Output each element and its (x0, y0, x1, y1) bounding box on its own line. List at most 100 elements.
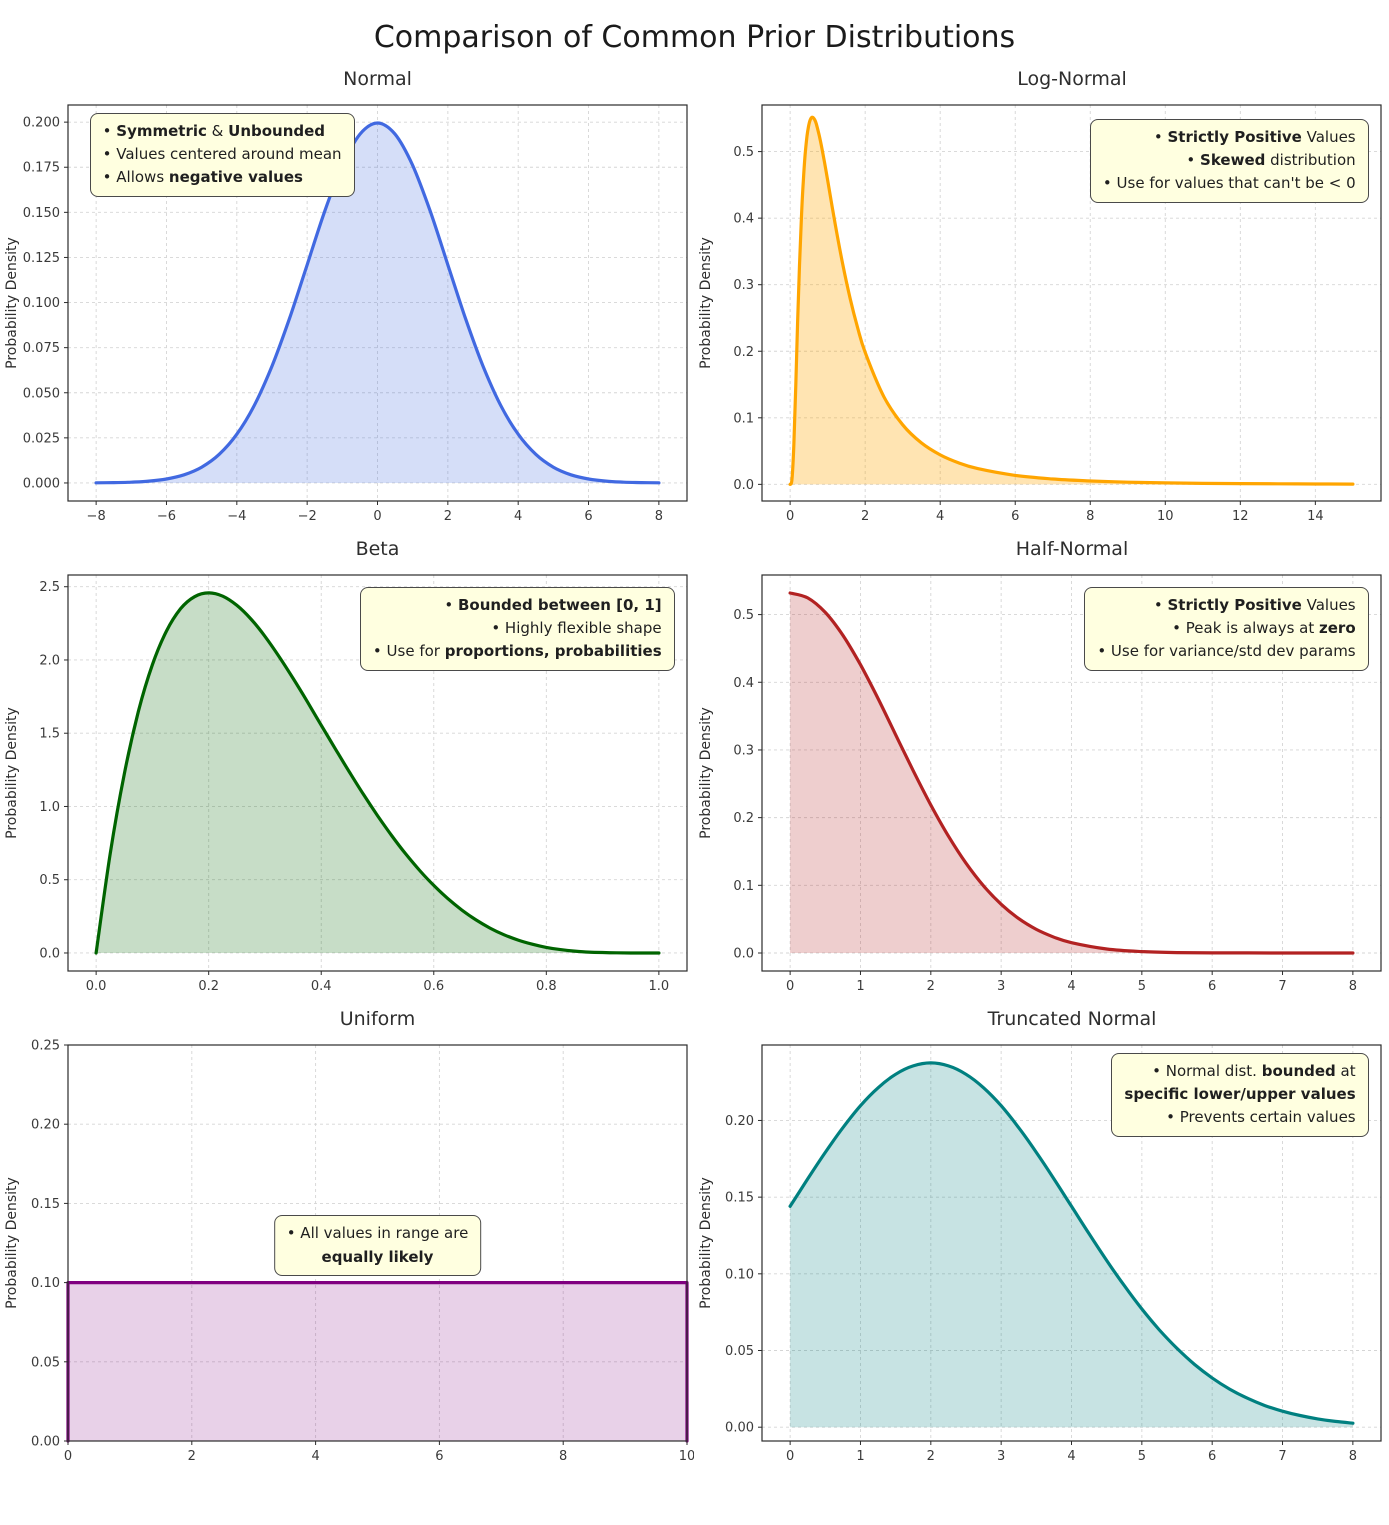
annotation-line: • Symmetric & Unbounded (102, 121, 326, 140)
y-tick-label: 0.05 (31, 1355, 60, 1370)
density-curve (94, 591, 661, 955)
y-tick-label: 0.000 (23, 476, 60, 491)
y-tick-label: 0.00 (725, 1421, 754, 1436)
x-tick-label: 4 (936, 509, 944, 524)
annotation-line: • Use for variance/std dev params (1097, 642, 1356, 661)
x-tick-label: 0 (373, 509, 381, 524)
y-tick-label: 0.20 (725, 1114, 754, 1129)
x-tick-label: 5 (1138, 979, 1146, 994)
y-tick-label: 0.025 (23, 431, 60, 446)
density-fill (68, 1282, 687, 1441)
chart-title: Half-Normal (1015, 538, 1129, 560)
density-fill (96, 592, 659, 953)
annotation-line: • Bounded between [0, 1] (444, 595, 662, 614)
x-tick-label: 0.0 (86, 979, 107, 994)
plot-wrap: −8 −6 −4 −2 0 2 4 6 8 0.000 0.025 0.050 0.075 0.100 0.… (0, 93, 694, 533)
plot-canvas: −8 −6 −4 −2 0 2 4 6 8 0.000 0.025 0.050 0.075 0.100 0.… (4, 104, 688, 524)
plot-wrap: 0.0 0.2 0.4 0.6 0.8 1.0 0.0 0.5 1.0 1.5 2.0 2.5 Pro… (0, 563, 694, 1003)
x-tick-label: 1 (856, 979, 864, 994)
y-tick-label: 0.10 (725, 1267, 754, 1282)
annotation-line: • Allows negative values (102, 168, 303, 187)
x-tick-label: 3 (997, 979, 1005, 994)
y-tick-label: 0.1 (733, 879, 754, 894)
y-axis-label: Probability Density (4, 707, 20, 839)
chart-title: Beta (355, 538, 400, 560)
chart-panel-half-normal: Half-Normal 0 1 2 3 4 5 6 7 8 0.0 0.1 0.2 0.3 0.4 0.5 … (694, 535, 1389, 1005)
density-fill (96, 123, 659, 483)
y-tick-label: 0.20 (31, 1118, 60, 1133)
annotation-line: • Values centered around mean (102, 145, 342, 164)
x-tick-label: 6 (1208, 979, 1216, 994)
axes-frame (761, 104, 1382, 502)
plot-layers: 0 2 4 6 8 10 12 14 0.0 0.1 0.2 0.3 0.4 0.5 (733, 104, 1382, 524)
density-fill (790, 1062, 1353, 1428)
chart-panel-truncated-normal: Truncated Normal 0 1 2 3 4 5 6 7 8 0.00 0.05 0.10 0.… (694, 1005, 1389, 1475)
chart-panel-uniform: Uniform 0 2 4 6 8 10 0.00 0.05 0.10 0.15 0.20 0.25 … (0, 1005, 694, 1475)
y-tick-label: 0.2 (733, 345, 754, 360)
annotation-line: • Normal dist. bounded at (1152, 1061, 1356, 1080)
plot-canvas: 0 1 2 3 4 5 6 7 8 0.0 0.1 0.2 0.3 0.4 0.5 Probability … (698, 574, 1382, 994)
x-tick-label: 4 (311, 1449, 319, 1464)
x-tick-label: −4 (227, 509, 246, 524)
y-tick-label: 0.125 (23, 251, 60, 266)
density-curve (788, 1061, 1355, 1425)
annotation-box: • Strictly Positive Values • Peak is alwa… (1084, 586, 1369, 671)
chart-title: Truncated Normal (987, 1008, 1157, 1030)
axes-frame (67, 1044, 688, 1442)
plot-layers: 0.0 0.2 0.4 0.6 0.8 1.0 0.0 0.5 1.0 1.5 2.0 2.5 (39, 574, 688, 994)
y-tick-label: 0.150 (23, 206, 60, 221)
y-axis-label: Probability Density (4, 237, 20, 369)
y-tick-label: 0.100 (23, 296, 60, 311)
plot-canvas: 0 2 4 6 8 10 0.00 0.05 0.10 0.15 0.20 0.25 Probabil… (4, 1039, 694, 1465)
y-tick-label: 0.10 (31, 1276, 60, 1291)
page-title: Comparison of Common Prior Distributions (373, 20, 1016, 55)
y-tick-label: 0.0 (733, 478, 754, 493)
annotation-line: • Highly flexible shape (491, 619, 662, 638)
x-tick-label: 6 (1208, 1449, 1216, 1464)
x-tick-label: 5 (1138, 1449, 1146, 1464)
x-tick-label: 4 (1067, 1449, 1075, 1464)
annotation-line: • Prevents certain values (1166, 1108, 1356, 1127)
y-tick-label: 0.5 (733, 145, 754, 160)
x-tick-label: 8 (559, 1449, 567, 1464)
density-curve (94, 121, 661, 485)
y-tick-label: 0.075 (23, 341, 60, 356)
x-tick-label: −2 (298, 509, 317, 524)
x-tick-label: 7 (1278, 1449, 1286, 1464)
x-tick-label: 0.6 (423, 979, 444, 994)
annotation-line: • Skewed distribution (1186, 151, 1356, 170)
x-tick-label: 2 (861, 509, 869, 524)
annotation-line: equally likely (321, 1247, 434, 1266)
y-tick-label: 0.5 (39, 873, 60, 888)
x-tick-label: 6 (1011, 509, 1019, 524)
chart-title: Log-Normal (1017, 68, 1127, 90)
annotation-line: • Use for proportions, probabilities (372, 642, 662, 661)
plot-canvas: 0 2 4 6 8 10 12 14 0.0 0.1 0.2 0.3 0.4 0.5 Probabilit… (698, 104, 1382, 524)
annotation-box: • Normal dist. bounded at specific lower/… (1111, 1052, 1369, 1137)
x-tick-label: 7 (1278, 979, 1286, 994)
density-fill (790, 117, 1353, 485)
y-tick-label: 0.1 (733, 411, 754, 426)
x-tick-label: 6 (584, 509, 592, 524)
x-tick-label: 10 (1157, 509, 1174, 524)
y-axis-label: Probability Density (698, 707, 714, 839)
annotation-line: specific lower/upper values (1124, 1085, 1356, 1104)
x-tick-label: 2 (927, 1449, 935, 1464)
x-tick-label: −6 (157, 509, 176, 524)
annotation-line: • All values in range are (286, 1224, 469, 1243)
x-tick-label: 3 (997, 1449, 1005, 1464)
x-tick-label: 8 (655, 509, 663, 524)
y-tick-label: 0.4 (733, 676, 754, 691)
y-tick-label: 0.3 (733, 743, 754, 758)
annotation-box: • Strictly Positive Values • Skewed distr… (1089, 118, 1369, 203)
x-tick-label: 1 (856, 1449, 864, 1464)
y-tick-label: 0.0 (733, 946, 754, 961)
y-tick-label: 0.3 (733, 278, 754, 293)
y-tick-label: 1.5 (39, 727, 60, 742)
chart-title: Normal (343, 68, 412, 90)
x-tick-label: 12 (1232, 509, 1249, 524)
x-tick-label: 0 (786, 1449, 794, 1464)
x-tick-label: 4 (514, 509, 522, 524)
y-tick-label: 1.0 (39, 800, 60, 815)
x-tick-label: 0.2 (198, 979, 219, 994)
